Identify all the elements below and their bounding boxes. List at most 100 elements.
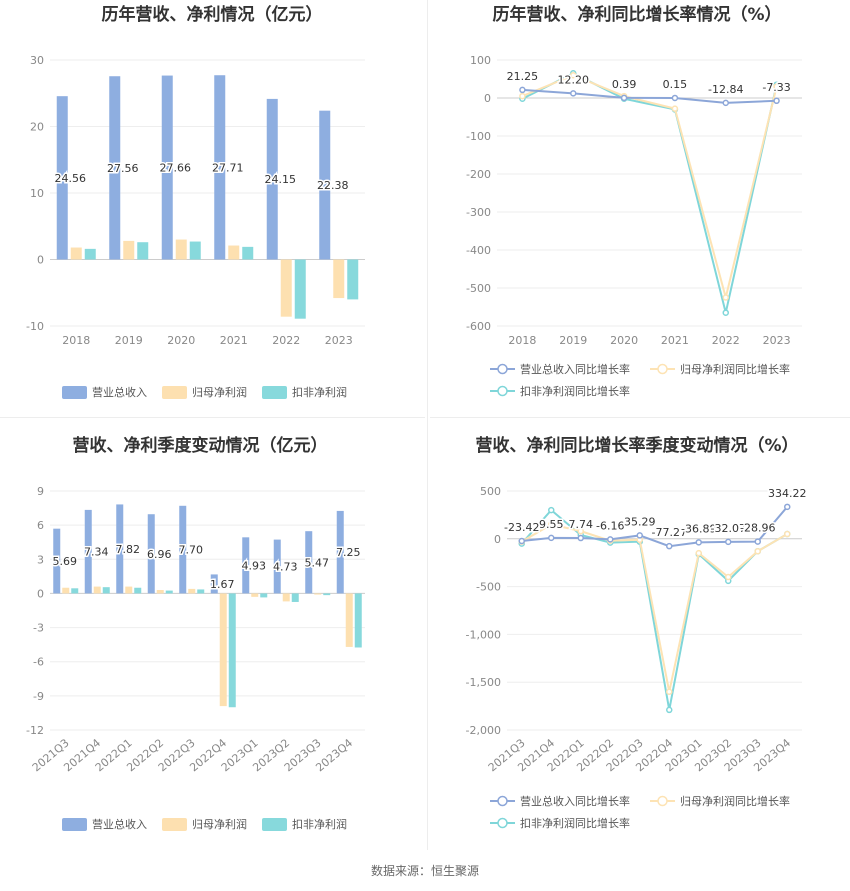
- x-tick-label: 2018: [62, 334, 90, 347]
- bar: [251, 593, 259, 597]
- data-point: [636, 532, 643, 539]
- legend-marker: [497, 817, 508, 829]
- x-tick-label: 2018: [508, 334, 536, 347]
- data-point: [784, 503, 791, 511]
- legend-label: 扣非净利润: [292, 385, 347, 399]
- bar: [123, 240, 135, 260]
- data-point: [773, 97, 780, 105]
- data-label: -23.42: [504, 521, 539, 534]
- chart-title: 营收、净利季度变动情况（亿元）: [73, 435, 328, 456]
- bar: [137, 242, 149, 260]
- y-tick-label: 3: [37, 553, 44, 566]
- y-tick-label: -3: [33, 622, 44, 635]
- y-tick-label: -12: [26, 724, 44, 737]
- data-point: [577, 527, 584, 535]
- bar: [354, 593, 362, 648]
- data-label: 6.96: [147, 548, 172, 561]
- legend-swatch: [162, 386, 187, 399]
- legend-marker: [497, 363, 508, 375]
- bar: [242, 537, 250, 594]
- x-tick-label: 2023: [763, 334, 791, 347]
- data-label: 0.15: [663, 78, 688, 91]
- data-label: -77.27: [652, 526, 687, 539]
- bar: [291, 593, 299, 602]
- data-point: [695, 549, 702, 557]
- data-point: [607, 536, 614, 543]
- y-tick-label: -100: [466, 130, 491, 143]
- bar: [84, 509, 92, 594]
- bar: [319, 110, 331, 260]
- series-line: [521, 523, 788, 692]
- bar: [102, 587, 110, 594]
- y-tick-label: 10: [30, 187, 44, 200]
- x-tick-label: 2019: [115, 334, 143, 347]
- x-tick-label: 2019: [559, 334, 587, 347]
- legend-swatch: [262, 818, 287, 831]
- data-point: [784, 530, 791, 538]
- legend-swatch: [62, 386, 87, 399]
- x-tick-label: 2021: [220, 334, 248, 347]
- y-tick-label: -1,500: [466, 676, 501, 689]
- quarterly-growth-rate-chart: 营收、净利同比增长率季度变动情况（%） 500 0 -500 -1,000 -1,500 -…: [425, 425, 850, 850]
- data-label: 7.25: [336, 546, 361, 559]
- bar: [71, 588, 79, 594]
- bar: [345, 593, 353, 647]
- bar: [116, 504, 124, 594]
- legend-label: 归母净利润: [192, 817, 247, 831]
- x-tick-label: 2022: [712, 334, 740, 347]
- legend-label: 扣非净利润同比增长率: [520, 816, 630, 830]
- data-label: 4.93: [242, 559, 267, 572]
- bar: [314, 593, 322, 595]
- y-tick-label: -400: [466, 244, 491, 257]
- data-point: [671, 105, 679, 112]
- data-label: 27.71: [212, 161, 244, 174]
- data-point: [773, 83, 780, 90]
- legend-label: 扣非净利润同比增长率: [520, 384, 630, 398]
- bar: [273, 539, 281, 594]
- data-point: [722, 309, 729, 316]
- bar: [93, 586, 101, 594]
- y-tick-label: -300: [466, 206, 491, 219]
- bar: [53, 528, 61, 594]
- data-point: [666, 706, 673, 714]
- y-tick-label: -600: [466, 320, 491, 333]
- bar: [282, 593, 290, 602]
- legend-label: 归母净利润同比增长率: [680, 362, 790, 376]
- data-label: 24.15: [265, 173, 297, 186]
- x-tick-label: 2023: [325, 334, 353, 347]
- legend-label: 扣非净利润: [292, 817, 347, 831]
- legend-label: 归母净利润: [192, 385, 247, 399]
- bar: [347, 259, 359, 300]
- data-label: 7.82: [116, 543, 141, 556]
- bar: [280, 259, 292, 317]
- right-horizontal-divider: [430, 417, 850, 418]
- data-label: 5.47: [305, 556, 330, 569]
- bar: [56, 96, 68, 260]
- legend-marker: [497, 385, 508, 397]
- data-point: [519, 92, 526, 100]
- series-line: [521, 506, 789, 548]
- bar: [305, 531, 313, 594]
- data-label: 7.74: [569, 518, 594, 531]
- data-label: 27.56: [107, 162, 139, 175]
- data-label: -12.84: [708, 83, 743, 96]
- data-label: 9.55: [539, 518, 564, 531]
- x-tick-label: 2021: [661, 334, 689, 347]
- data-label: 334.22: [768, 487, 807, 500]
- y-tick-label: 0: [37, 587, 44, 600]
- bar: [84, 248, 96, 260]
- data-label: 21.25: [507, 70, 539, 83]
- data-label: 24.56: [55, 172, 87, 185]
- legend-label: 营业总收入同比增长率: [520, 794, 630, 808]
- bar: [228, 593, 236, 708]
- bar: [219, 593, 227, 707]
- series-line: [522, 74, 778, 298]
- data-point: [754, 538, 761, 545]
- y-tick-label: -2,000: [466, 724, 501, 737]
- legend-swatch: [262, 386, 287, 399]
- data-label: -7.33: [762, 81, 790, 94]
- bar: [260, 593, 268, 598]
- chart-title: 历年营收、净利同比增长率情况（%）: [492, 4, 781, 25]
- data-label: -28.96: [740, 522, 775, 535]
- data-point: [519, 86, 526, 94]
